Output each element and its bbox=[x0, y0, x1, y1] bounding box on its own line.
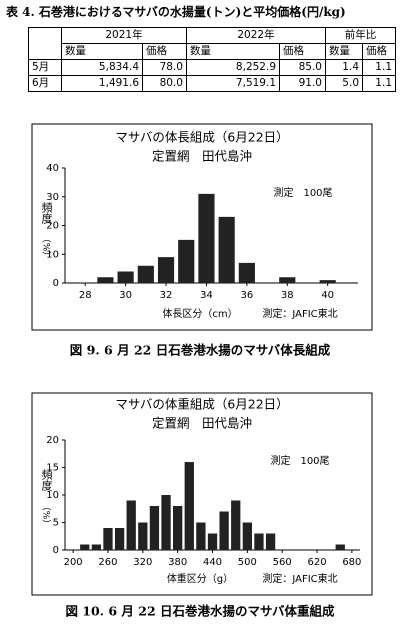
table-cell: 1,491.6 bbox=[61, 75, 143, 92]
source-note: 測定：JAFIC東北 bbox=[262, 307, 337, 320]
table-row: 6月 1,491.6 80.0 7,519.1 91.0 5.0 1.1 bbox=[28, 75, 396, 92]
y-tick-label: 20 bbox=[46, 221, 59, 232]
bar bbox=[97, 277, 114, 283]
x-tick-label: 440 bbox=[203, 557, 222, 568]
bar bbox=[238, 262, 255, 283]
y-tick-label: 0 bbox=[53, 278, 59, 289]
bar bbox=[173, 506, 183, 550]
x-tick-label: 34 bbox=[200, 290, 213, 301]
x-tick-label: 380 bbox=[168, 557, 187, 568]
bar bbox=[137, 265, 154, 283]
bar bbox=[117, 271, 134, 283]
chart-title: マサバの体重組成（6月22日） bbox=[115, 397, 288, 412]
source-note: 測定：JAFIC東北 bbox=[262, 572, 337, 585]
bar bbox=[157, 257, 175, 283]
x-tick-label: 500 bbox=[238, 557, 257, 568]
bar bbox=[198, 193, 215, 283]
bar bbox=[91, 544, 102, 550]
table-cell: 7,519.1 bbox=[186, 75, 280, 92]
chart-subtitle: 定置網 田代島沖 bbox=[152, 149, 252, 164]
y-tick-label: 40 bbox=[46, 163, 59, 174]
bar bbox=[207, 533, 218, 550]
table-cell: 6月 bbox=[28, 75, 62, 92]
bar bbox=[265, 533, 276, 550]
y-axis-unit: （%） bbox=[41, 502, 52, 529]
table-cell: 91.0 bbox=[279, 75, 326, 92]
x-tick-label: 200 bbox=[64, 557, 83, 568]
figure-caption: 図 9. 6 月 22 日石巻港水揚のマサバ体長組成 bbox=[70, 343, 331, 358]
x-tick-label: 30 bbox=[119, 290, 132, 301]
bar bbox=[218, 216, 235, 283]
chart-subtitle: 定置網 田代島沖 bbox=[152, 416, 252, 431]
bar bbox=[161, 495, 171, 550]
bar bbox=[126, 500, 136, 550]
bar bbox=[319, 280, 336, 283]
bar bbox=[103, 528, 113, 550]
x-tick-label: 40 bbox=[321, 290, 334, 301]
y-axis-label: 頻度 bbox=[40, 201, 53, 225]
y-axis-unit: （%） bbox=[41, 234, 52, 261]
table-row: 数量 価格 数量 価格 数量 価格 bbox=[29, 43, 396, 60]
table-cell: 1.1 bbox=[362, 75, 396, 92]
table-row: 5月 5,834.4 78.0 8,252.9 85.0 1.4 1.1 bbox=[28, 59, 396, 76]
x-tick-label: 36 bbox=[240, 290, 253, 301]
table-cell: 数量 bbox=[61, 43, 143, 60]
x-tick-label: 38 bbox=[281, 290, 294, 301]
annotation: 測定 100尾 bbox=[273, 186, 332, 199]
bar bbox=[219, 511, 229, 550]
bar bbox=[279, 277, 296, 283]
y-tick-label: 20 bbox=[46, 435, 59, 446]
table-cell: 78.0 bbox=[142, 59, 187, 76]
table-title: 表 4. 石巻港におけるマサバの水揚量(トン)と平均価格(円/kg) bbox=[6, 5, 346, 19]
chart-frame bbox=[31, 123, 373, 331]
y-tick-label: 30 bbox=[46, 192, 59, 203]
x-tick-label: 680 bbox=[342, 557, 361, 568]
bar bbox=[80, 544, 90, 550]
chart-frame bbox=[31, 392, 373, 596]
x-tick-label: 28 bbox=[79, 290, 92, 301]
table-cell: 価格 bbox=[142, 43, 187, 60]
annotation: 測定 100尾 bbox=[270, 454, 329, 467]
bar bbox=[254, 533, 264, 550]
x-axis-label: 体重区分（g） bbox=[167, 572, 233, 585]
x-axis-label: 体長区分（cm） bbox=[162, 308, 237, 320]
y-tick-label: 5 bbox=[53, 518, 59, 529]
table-row: 2021年 2022年 前年比 bbox=[28, 27, 396, 60]
figure-caption: 図 10. 6 月 22 日石巻港水揚のマサバ体重組成 bbox=[65, 604, 335, 619]
x-tick-label: 620 bbox=[307, 557, 326, 568]
bar bbox=[242, 522, 252, 550]
bar bbox=[114, 528, 125, 550]
chart-title: マサバの体長組成（6月22日） bbox=[115, 130, 288, 145]
x-tick-label: 260 bbox=[98, 557, 117, 568]
x-tick-label: 32 bbox=[160, 290, 173, 301]
bar bbox=[178, 239, 195, 283]
bar bbox=[149, 506, 160, 550]
bar bbox=[138, 522, 148, 550]
table-cell: 85.0 bbox=[279, 59, 326, 76]
table-cell: 5月 bbox=[28, 59, 62, 76]
y-tick-label: 10 bbox=[46, 249, 59, 260]
bar bbox=[231, 500, 241, 550]
x-tick-label: 320 bbox=[133, 557, 152, 568]
table: 2021年 2022年 前年比 数量 価格 数量 価格 数量 価格 5月 5,834.4 78.0 8,… bbox=[28, 27, 396, 92]
table-cell: 8,252.9 bbox=[186, 59, 280, 76]
y-tick-label: 10 bbox=[46, 490, 59, 501]
table-cell: 価格 bbox=[362, 43, 396, 60]
x-tick-label: 560 bbox=[273, 557, 292, 568]
bar bbox=[335, 544, 345, 550]
y-axis-label: 頻度 bbox=[40, 468, 53, 492]
table-cell: 2021年 bbox=[61, 27, 187, 44]
bar bbox=[196, 522, 206, 550]
y-tick-label: 15 bbox=[46, 463, 59, 474]
bar bbox=[184, 462, 194, 550]
y-tick-label: 0 bbox=[53, 545, 59, 556]
